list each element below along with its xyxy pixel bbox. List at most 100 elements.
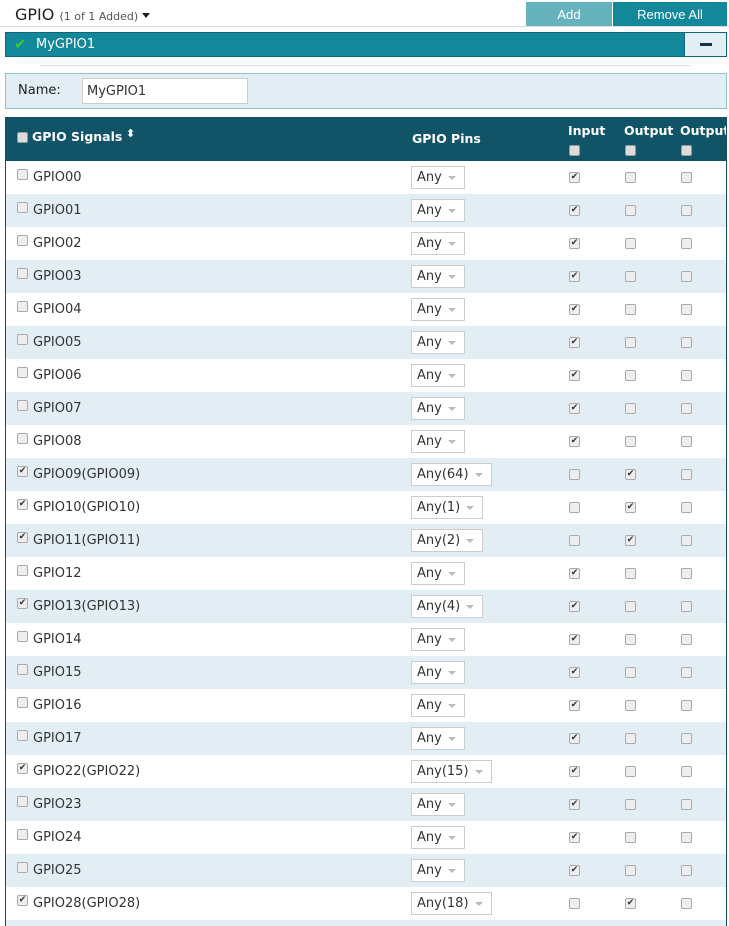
- signal-checkbox[interactable]: [17, 697, 28, 708]
- signal-checkbox[interactable]: ✔: [17, 499, 28, 510]
- pin-select[interactable]: Any(15): [411, 760, 492, 783]
- input-checkbox[interactable]: ✔: [569, 799, 580, 810]
- signal-checkbox[interactable]: [17, 862, 28, 873]
- input-checkbox[interactable]: ✔: [569, 271, 580, 282]
- signal-checkbox[interactable]: [17, 268, 28, 279]
- output1-checkbox[interactable]: ✔: [625, 469, 636, 480]
- pin-select[interactable]: Any(4): [411, 595, 484, 618]
- signal-checkbox[interactable]: [17, 169, 28, 180]
- output1-checkbox[interactable]: [625, 370, 636, 381]
- output2-checkbox[interactable]: [681, 337, 692, 348]
- output1-checkbox[interactable]: [625, 205, 636, 216]
- pin-select[interactable]: Any: [411, 265, 465, 288]
- input-all-checkbox[interactable]: [569, 145, 580, 156]
- output1-all-checkbox[interactable]: [625, 145, 636, 156]
- output1-checkbox[interactable]: [625, 238, 636, 249]
- output2-checkbox[interactable]: [681, 667, 692, 678]
- pin-select[interactable]: Any: [411, 793, 465, 816]
- input-checkbox[interactable]: ✔: [569, 733, 580, 744]
- pin-select[interactable]: Any: [411, 562, 465, 585]
- output2-checkbox[interactable]: [681, 205, 692, 216]
- signal-checkbox[interactable]: [17, 400, 28, 411]
- pin-select[interactable]: Any: [411, 859, 465, 882]
- output1-checkbox[interactable]: [625, 832, 636, 843]
- pin-select[interactable]: Any: [411, 364, 465, 387]
- input-checkbox[interactable]: [569, 469, 580, 480]
- output1-checkbox[interactable]: [625, 304, 636, 315]
- input-checkbox[interactable]: [569, 535, 580, 546]
- output2-checkbox[interactable]: [681, 700, 692, 711]
- output1-checkbox[interactable]: [625, 865, 636, 876]
- pin-select[interactable]: Any: [411, 298, 465, 321]
- input-checkbox[interactable]: ✔: [569, 172, 580, 183]
- input-checkbox[interactable]: ✔: [569, 403, 580, 414]
- signal-checkbox[interactable]: [17, 367, 28, 378]
- output2-checkbox[interactable]: [681, 601, 692, 612]
- input-checkbox[interactable]: ✔: [569, 436, 580, 447]
- signal-checkbox[interactable]: ✔: [17, 532, 28, 543]
- output1-checkbox[interactable]: [625, 271, 636, 282]
- name-input[interactable]: [82, 78, 248, 104]
- column-gpio-signals[interactable]: GPIO Signals: [32, 129, 123, 144]
- output1-checkbox[interactable]: [625, 799, 636, 810]
- signal-checkbox[interactable]: [17, 301, 28, 312]
- signal-checkbox[interactable]: ✔: [17, 598, 28, 609]
- output1-checkbox[interactable]: [625, 700, 636, 711]
- pin-select[interactable]: Any(2): [411, 529, 484, 552]
- signal-checkbox[interactable]: [17, 829, 28, 840]
- output2-checkbox[interactable]: [681, 535, 692, 546]
- input-checkbox[interactable]: ✔: [569, 568, 580, 579]
- module-title[interactable]: GPIO (1 of 1 Added): [15, 5, 151, 24]
- output2-checkbox[interactable]: [681, 370, 692, 381]
- signal-checkbox[interactable]: [17, 631, 28, 642]
- pin-select[interactable]: Any: [411, 727, 465, 750]
- output1-checkbox[interactable]: [625, 733, 636, 744]
- sort-icon[interactable]: ⬍: [126, 127, 136, 140]
- pin-select[interactable]: Any: [411, 826, 465, 849]
- pin-select[interactable]: Any: [411, 331, 465, 354]
- pin-select[interactable]: Any(18): [411, 892, 492, 915]
- input-checkbox[interactable]: ✔: [569, 304, 580, 315]
- output1-checkbox[interactable]: [625, 403, 636, 414]
- input-checkbox[interactable]: ✔: [569, 634, 580, 645]
- output1-checkbox[interactable]: [625, 667, 636, 678]
- output2-checkbox[interactable]: [681, 799, 692, 810]
- input-checkbox[interactable]: ✔: [569, 667, 580, 678]
- output2-all-checkbox[interactable]: [681, 145, 692, 156]
- pin-select[interactable]: Any: [411, 232, 465, 255]
- output1-checkbox[interactable]: [625, 634, 636, 645]
- input-checkbox[interactable]: ✔: [569, 238, 580, 249]
- remove-all-button[interactable]: Remove All: [613, 2, 727, 26]
- signal-checkbox[interactable]: [17, 235, 28, 246]
- output1-checkbox[interactable]: [625, 172, 636, 183]
- output1-checkbox[interactable]: ✔: [625, 535, 636, 546]
- output2-checkbox[interactable]: [681, 238, 692, 249]
- output2-checkbox[interactable]: [681, 634, 692, 645]
- signal-checkbox[interactable]: [17, 664, 28, 675]
- signal-checkbox[interactable]: [17, 433, 28, 444]
- input-checkbox[interactable]: ✔: [569, 865, 580, 876]
- output2-checkbox[interactable]: [681, 502, 692, 513]
- input-checkbox[interactable]: ✔: [569, 766, 580, 777]
- input-checkbox[interactable]: ✔: [569, 337, 580, 348]
- output2-checkbox[interactable]: [681, 271, 692, 282]
- output1-checkbox[interactable]: ✔: [625, 502, 636, 513]
- output2-checkbox[interactable]: [681, 898, 692, 909]
- signal-checkbox[interactable]: ✔: [17, 466, 28, 477]
- signal-checkbox[interactable]: [17, 202, 28, 213]
- pin-select[interactable]: Any: [411, 430, 465, 453]
- input-checkbox[interactable]: ✔: [569, 205, 580, 216]
- output2-checkbox[interactable]: [681, 568, 692, 579]
- signal-checkbox[interactable]: [17, 730, 28, 741]
- output2-checkbox[interactable]: [681, 172, 692, 183]
- pin-select[interactable]: Any: [411, 166, 465, 189]
- signal-checkbox[interactable]: [17, 334, 28, 345]
- instance-bar[interactable]: ✔ MyGPIO1: [5, 32, 727, 57]
- output2-checkbox[interactable]: [681, 832, 692, 843]
- pin-select[interactable]: Any(64): [411, 463, 492, 486]
- signal-checkbox[interactable]: ✔: [17, 763, 28, 774]
- output1-checkbox[interactable]: [625, 601, 636, 612]
- output1-checkbox[interactable]: [625, 766, 636, 777]
- signal-checkbox[interactable]: ✔: [17, 895, 28, 906]
- pin-select[interactable]: Any: [411, 397, 465, 420]
